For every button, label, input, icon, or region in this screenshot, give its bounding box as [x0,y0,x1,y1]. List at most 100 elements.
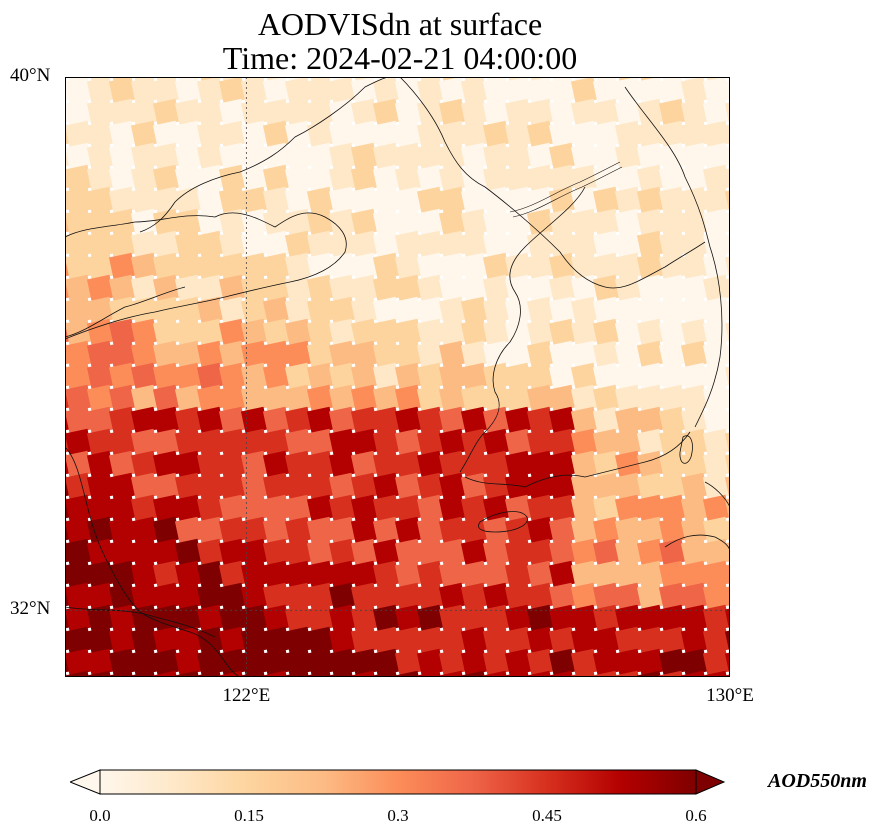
aod-cell [526,318,555,347]
aod-cell [482,164,511,193]
aod-cell [306,208,335,237]
aod-cell [240,142,269,171]
aod-cell [130,538,159,567]
aod-cell [548,98,577,127]
aod-cell [482,648,511,677]
aod-cell [526,186,555,215]
aod-cell [328,516,357,545]
aod-cell [262,77,291,105]
aod-cell [284,230,313,259]
aod-cell [262,164,291,193]
aod-cell [570,77,599,105]
aod-cell [438,428,467,457]
aod-cell [504,252,533,281]
aod-cell [394,648,423,677]
aod-cell [394,164,423,193]
aod-cell [108,582,137,611]
aod-cell [416,296,445,325]
aod-cell [284,77,313,105]
border-channel-2 [512,166,623,218]
aod-cell [680,318,709,347]
aod-cell [262,428,291,457]
aod-cell [636,362,665,391]
aod-cell [438,164,467,193]
aod-cell [350,494,379,523]
aod-cell [350,208,379,237]
aod-cell [460,472,489,501]
aod-cell [614,428,643,457]
aod-field-map[interactable] [65,77,730,677]
aod-cell [65,428,93,457]
aod-cell [548,428,577,457]
aod-cell [174,626,203,655]
aod-cell [526,296,555,325]
aod-cell [306,98,335,127]
coastline-shandong [65,212,347,340]
aod-cell [658,582,687,611]
aod-cell [416,208,445,237]
aod-cell [702,626,730,655]
aod-cell [570,274,599,303]
map-panel[interactable] [65,77,730,677]
aod-cell [416,186,445,215]
aod-cell [570,450,599,479]
aod-cell [680,582,709,611]
aod-cell [548,406,577,435]
aod-cell [218,648,247,677]
aod-cell [614,472,643,501]
aod-cell [108,516,137,545]
aod-cell [394,77,423,105]
aod-cell [240,428,269,457]
aod-cell [438,252,467,281]
aod-cell [328,362,357,391]
aod-cell [196,648,225,677]
aod-cell [174,164,203,193]
aod-cell [86,318,115,347]
aod-cell [658,77,687,105]
aod-cell [306,318,335,347]
aod-cell [65,648,93,677]
aod-cell [152,77,181,105]
aod-cell [504,164,533,193]
aod-cell [416,362,445,391]
aod-cell [350,626,379,655]
aod-cell [328,560,357,589]
aod-cell [196,582,225,611]
aod-cell [306,428,335,457]
aod-cell [372,560,401,589]
lat-label: 40°N [10,65,51,86]
aod-cell [416,77,445,105]
aod-cell [328,98,357,127]
aod-cell [306,120,335,149]
aod-cell [240,582,269,611]
aod-cell [526,208,555,237]
aod-cell [152,428,181,457]
aod-cell [636,538,665,567]
aod-cell [460,582,489,611]
aod-cell [636,406,665,435]
colorbar-extend-max [695,769,726,795]
aod-cell [174,186,203,215]
aod-cell [372,340,401,369]
aod-cell [196,406,225,435]
aod-cell [680,538,709,567]
aod-cell [218,186,247,215]
aod-cell [130,186,159,215]
aod-cell [350,472,379,501]
aod-cell [328,318,357,347]
aod-cell [614,296,643,325]
aod-cell [372,252,401,281]
aod-cell [196,120,225,149]
aod-cell [526,582,555,611]
aod-cell [416,450,445,479]
aod-cell [416,472,445,501]
aod-cell [504,648,533,677]
aod-cell [438,318,467,347]
aod-cell [460,252,489,281]
aod-cell [482,252,511,281]
aod-cell [152,450,181,479]
aod-cell [702,428,730,457]
aod-cell [218,626,247,655]
aod-cell [174,406,203,435]
aod-cell [570,362,599,391]
